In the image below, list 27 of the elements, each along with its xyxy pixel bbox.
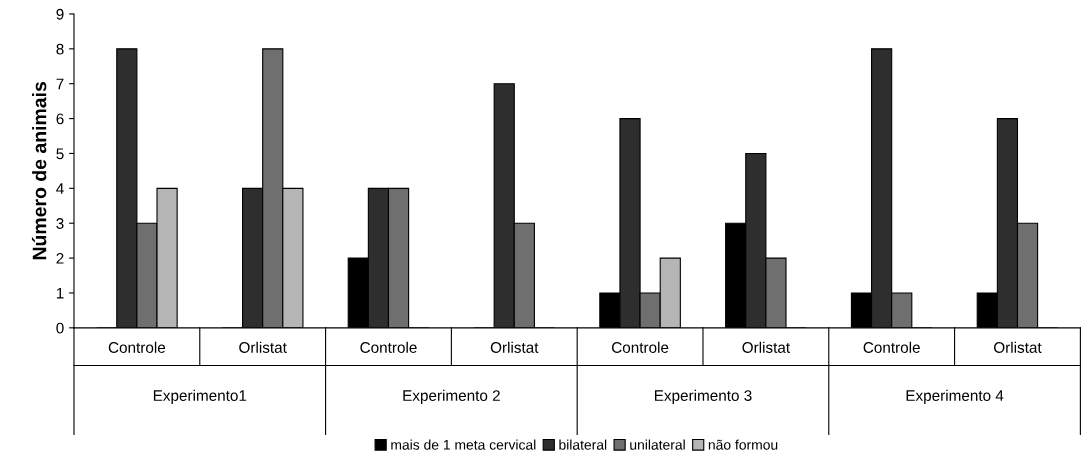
legend-label: mais de 1 meta cervical	[391, 439, 536, 450]
text: Experimento1	[153, 389, 247, 404]
x-tick-label: Orlistat	[490, 341, 539, 353]
y-tick-label: 7	[56, 78, 64, 90]
x-tick-label: Orlistat	[239, 341, 287, 353]
text: Experimento 2	[403, 389, 500, 404]
x-tick-label: Orlistat	[994, 341, 1042, 353]
x-tick-label: Orlistat	[742, 341, 790, 353]
y-tick-label: 5	[56, 148, 64, 160]
text: Experimento 4	[906, 389, 1004, 404]
x-tick-label: Controle	[611, 341, 669, 353]
legend-label: bilateral	[559, 439, 607, 450]
y-tick-label: 4	[56, 183, 64, 194]
y-tick-label: 9	[56, 8, 64, 20]
x-tick-label: Controle	[360, 341, 417, 353]
text: Experimento 3	[654, 389, 752, 404]
y-axis-title: Número de animais	[31, 81, 47, 260]
legend-label: unilateral	[630, 439, 685, 450]
x-tick-label: Controle	[863, 341, 920, 353]
y-tick-label: 1	[56, 287, 64, 299]
y-tick-label: 3	[56, 218, 64, 229]
y-tick-label: 0	[56, 322, 64, 334]
y-tick-label: 2	[56, 252, 64, 264]
y-tick-label: 6	[56, 113, 64, 125]
y-tick-label: 8	[56, 43, 64, 55]
legend-label: não formou	[708, 439, 778, 450]
x-tick-label: Controle	[108, 341, 166, 353]
